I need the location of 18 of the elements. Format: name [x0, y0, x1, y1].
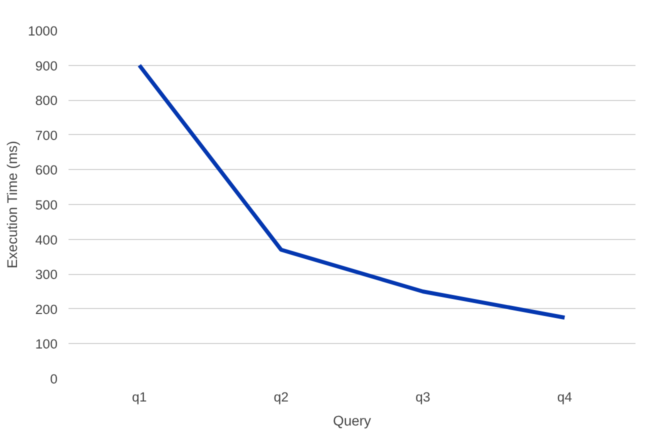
x-tick-label: q4 — [557, 390, 573, 404]
line-series — [137, 63, 567, 320]
y-tick-label: 600 — [35, 162, 58, 178]
y-tick-label: 500 — [35, 198, 58, 212]
x-axis-title: Query — [332, 412, 372, 428]
x-tick-label: q2 — [274, 390, 289, 404]
y-axis-title: Execution Time (ms) — [4, 140, 20, 268]
y-tick-label: 300 — [35, 267, 58, 282]
y-tick-label: 700 — [35, 128, 58, 143]
y-tick-label: 0 — [50, 372, 58, 386]
y-tick-label: 900 — [35, 58, 58, 74]
y-tick-label: 200 — [35, 302, 58, 317]
y-tick-label: 100 — [35, 336, 58, 352]
y-tick-label: 800 — [35, 93, 58, 108]
x-tick-label: q3 — [415, 390, 430, 404]
x-tick-label: q1 — [132, 390, 147, 404]
y-tick-label: 400 — [35, 232, 58, 248]
y-tick-label: 1000 — [28, 24, 58, 38]
